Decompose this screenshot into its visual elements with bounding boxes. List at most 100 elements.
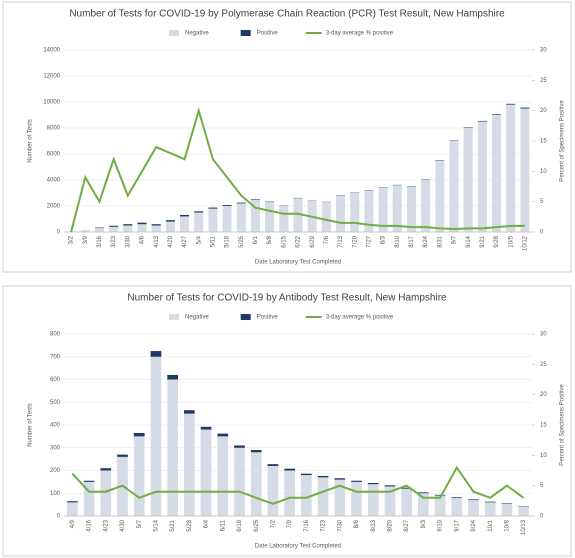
y2-tick-label: 5 (540, 199, 544, 205)
x-tick-label: 3/9 (83, 235, 89, 244)
y-tick-label: 6000 (47, 152, 61, 158)
bar (150, 356, 162, 516)
chart-title: Number of Tests for COVID-19 by Polymera… (69, 9, 505, 20)
legend-label: Negative (185, 31, 209, 37)
chart-title: Number of Tests for COVID-19 by Antibody… (127, 293, 447, 304)
y-tick-label: 800 (50, 332, 61, 338)
bar (434, 495, 446, 516)
x-tick-label: 3/23 (111, 235, 117, 247)
bar (151, 224, 161, 226)
x-tick-label: 3/30 (125, 235, 131, 247)
bar (501, 503, 513, 516)
bar (67, 501, 78, 503)
bar (123, 224, 133, 226)
line (70, 107, 525, 233)
bar (477, 121, 487, 232)
bar (334, 478, 346, 480)
x-tick-label: 8/6 (354, 519, 360, 528)
bar (217, 433, 229, 437)
x-tick-label: 9/10 (438, 519, 444, 531)
bar (150, 351, 162, 357)
bar (165, 220, 175, 222)
x-tick-label: 7/9 (287, 519, 293, 528)
bar (123, 225, 133, 232)
bar (451, 497, 463, 498)
bar (234, 447, 245, 516)
y2-tick-label: 10 (540, 453, 547, 459)
y-tick-label: 14000 (43, 48, 60, 54)
bar (284, 468, 295, 471)
x-tick-label: 7/20 (352, 235, 358, 247)
y2-tick-label: 20 (540, 108, 547, 114)
bar (80, 230, 90, 232)
x-tick-label: 8/27 (404, 519, 410, 531)
x-tick-label: 9/17 (454, 519, 460, 531)
bar (133, 432, 145, 437)
x-tick-label: 5/11 (210, 235, 216, 247)
x-tick-label: 9/28 (494, 235, 500, 247)
x-tick-label: 6/22 (296, 235, 302, 247)
bar (184, 413, 195, 516)
x-tick-label: 3/2 (69, 235, 75, 244)
x-tick-label: 4/30 (120, 519, 126, 531)
y-tick-label: 600 (50, 377, 61, 383)
bar (133, 436, 145, 516)
bar (401, 487, 412, 489)
x-tick-label: 7/13 (338, 235, 344, 247)
bar (151, 225, 161, 232)
bar (234, 445, 245, 448)
bar (83, 481, 95, 516)
bar (167, 379, 178, 516)
bar (401, 488, 412, 516)
bar (279, 206, 289, 232)
y2-tick-label: 25 (540, 362, 547, 368)
y-tick-label: 8000 (47, 126, 61, 132)
y-tick-label: 100 (50, 491, 61, 497)
bar (518, 506, 529, 516)
y-tick-label: 12000 (43, 74, 60, 80)
bar (180, 214, 190, 217)
x-tick-label: 9/21 (480, 235, 486, 247)
bar (100, 468, 112, 471)
bar (301, 473, 312, 476)
x-tick-label: 8/13 (371, 519, 377, 531)
x-axis-title: Date Laboratory Test Completed (255, 260, 341, 266)
y-tick-label: 0 (57, 514, 61, 520)
x-tick-label: 10/12 (522, 235, 528, 251)
bar (317, 475, 329, 478)
y2-tick-label: 10 (540, 169, 547, 175)
bar (117, 454, 128, 457)
bar (267, 465, 279, 516)
bar (194, 211, 204, 213)
x-tick-label: 7/16 (304, 519, 310, 531)
x-tick-label: 6/4 (204, 519, 210, 528)
x-tick-label: 3/16 (97, 235, 103, 247)
x-tick-label: 9/7 (452, 235, 458, 244)
y-tick-label: 300 (50, 445, 61, 451)
bar (334, 479, 346, 516)
bar (293, 198, 303, 232)
x-tick-label: 4/23 (103, 519, 109, 531)
bar (406, 186, 416, 232)
x-tick-label: 9/14 (466, 235, 472, 247)
bar (200, 429, 212, 516)
y2-tick-label: 15 (540, 139, 547, 145)
bar (100, 470, 112, 516)
bar (67, 502, 78, 516)
bar (284, 470, 295, 516)
bar (367, 483, 379, 485)
y2-tick-label: 5 (540, 483, 544, 489)
bar (468, 499, 479, 501)
bar (165, 221, 175, 232)
bar (265, 202, 275, 232)
bar (520, 107, 530, 109)
x-tick-label: 5/14 (154, 519, 160, 531)
y-tick-label: 0 (57, 230, 61, 236)
bar (421, 180, 431, 232)
bar (94, 228, 104, 232)
bar (435, 160, 445, 232)
x-tick-label: 5/25 (239, 235, 245, 247)
y-axis-title: Number of Tests (28, 403, 34, 447)
y2-axis-title: Percent of Specimens Positive (560, 100, 566, 182)
